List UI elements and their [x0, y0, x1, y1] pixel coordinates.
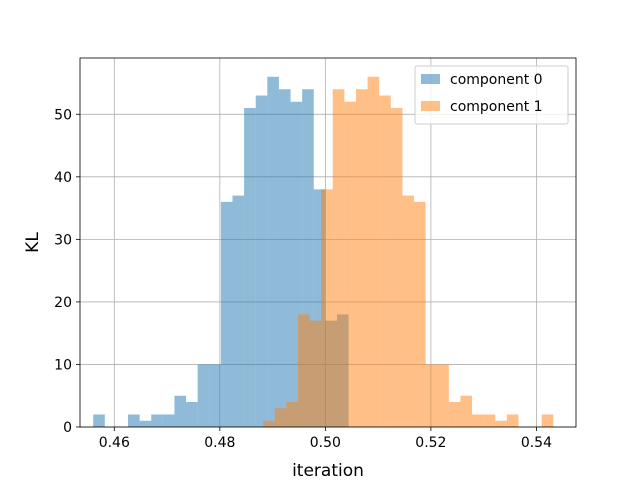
histogram-bar [278, 89, 291, 428]
histogram-bar [390, 108, 403, 427]
histogram-bar [244, 108, 256, 427]
histogram-bar [302, 89, 314, 428]
histogram-bar [414, 201, 426, 427]
histogram-bar [332, 89, 345, 428]
legend: component 0 component 1 [414, 65, 569, 125]
legend-box [414, 65, 569, 125]
histogram-bar [367, 76, 380, 428]
x-axis-label: iteration [292, 461, 364, 480]
histogram-bar [93, 414, 105, 427]
histogram-bar [379, 95, 391, 427]
histogram-bar [309, 320, 322, 427]
x-axis-ticks: 0.46 0.48 0.50 0.52 0.54 [99, 427, 552, 451]
legend-swatch-component-0 [421, 74, 440, 84]
histogram-bar [355, 89, 368, 428]
histogram-bar [274, 408, 287, 427]
histogram-bar [286, 401, 298, 427]
y-tick-label: 50 [54, 107, 72, 123]
histogram-bar [344, 101, 356, 427]
histogram-bar [460, 395, 473, 427]
histogram-bar [472, 414, 484, 427]
y-tick-label: 0 [63, 420, 72, 436]
histogram-bar [128, 414, 140, 427]
x-tick-label: 0.48 [204, 435, 235, 451]
y-tick-label: 40 [54, 170, 72, 186]
histogram-bar [402, 195, 415, 427]
histogram-bar [174, 395, 187, 427]
histogram-bar [162, 414, 175, 427]
histogram-bar [506, 414, 519, 427]
histogram-bar [209, 364, 221, 427]
histogram-bar [186, 401, 198, 427]
histogram-bar [267, 76, 279, 428]
histogram-bar [437, 364, 449, 427]
histogram-bar [151, 414, 163, 427]
histogram-bar [255, 95, 268, 427]
histogram-bar [495, 420, 507, 427]
y-tick-label: 20 [54, 295, 72, 311]
legend-swatch-component-1 [421, 101, 440, 111]
histogram-bar [321, 189, 333, 427]
histogram-bar [263, 420, 275, 427]
legend-label-component-1: component 1 [450, 99, 543, 115]
series-component-1-bars [263, 76, 554, 428]
x-tick-label: 0.54 [521, 435, 552, 451]
histogram-bar [425, 364, 438, 427]
histogram-bar [139, 420, 152, 427]
histogram-bar [297, 314, 310, 427]
x-tick-label: 0.50 [310, 435, 341, 451]
histogram-bar [541, 414, 554, 427]
axes-frame [79, 57, 577, 428]
y-tick-label: 10 [54, 357, 72, 373]
histogram-bar [448, 401, 461, 427]
x-tick-label: 0.52 [415, 435, 446, 451]
histogram-bar [483, 414, 496, 427]
histogram-bar [197, 364, 210, 427]
histogram-bar [313, 189, 326, 427]
y-axis-label: KL [23, 232, 43, 253]
x-tick-label: 0.46 [99, 435, 130, 451]
y-tick-label: 30 [54, 232, 72, 248]
legend-label-component-0: component 0 [450, 72, 543, 88]
histogram-bar [232, 195, 245, 427]
histogram-bar [290, 101, 303, 427]
histogram-bar [220, 201, 233, 427]
y-axis-ticks: 0 10 20 30 40 50 [54, 107, 80, 436]
